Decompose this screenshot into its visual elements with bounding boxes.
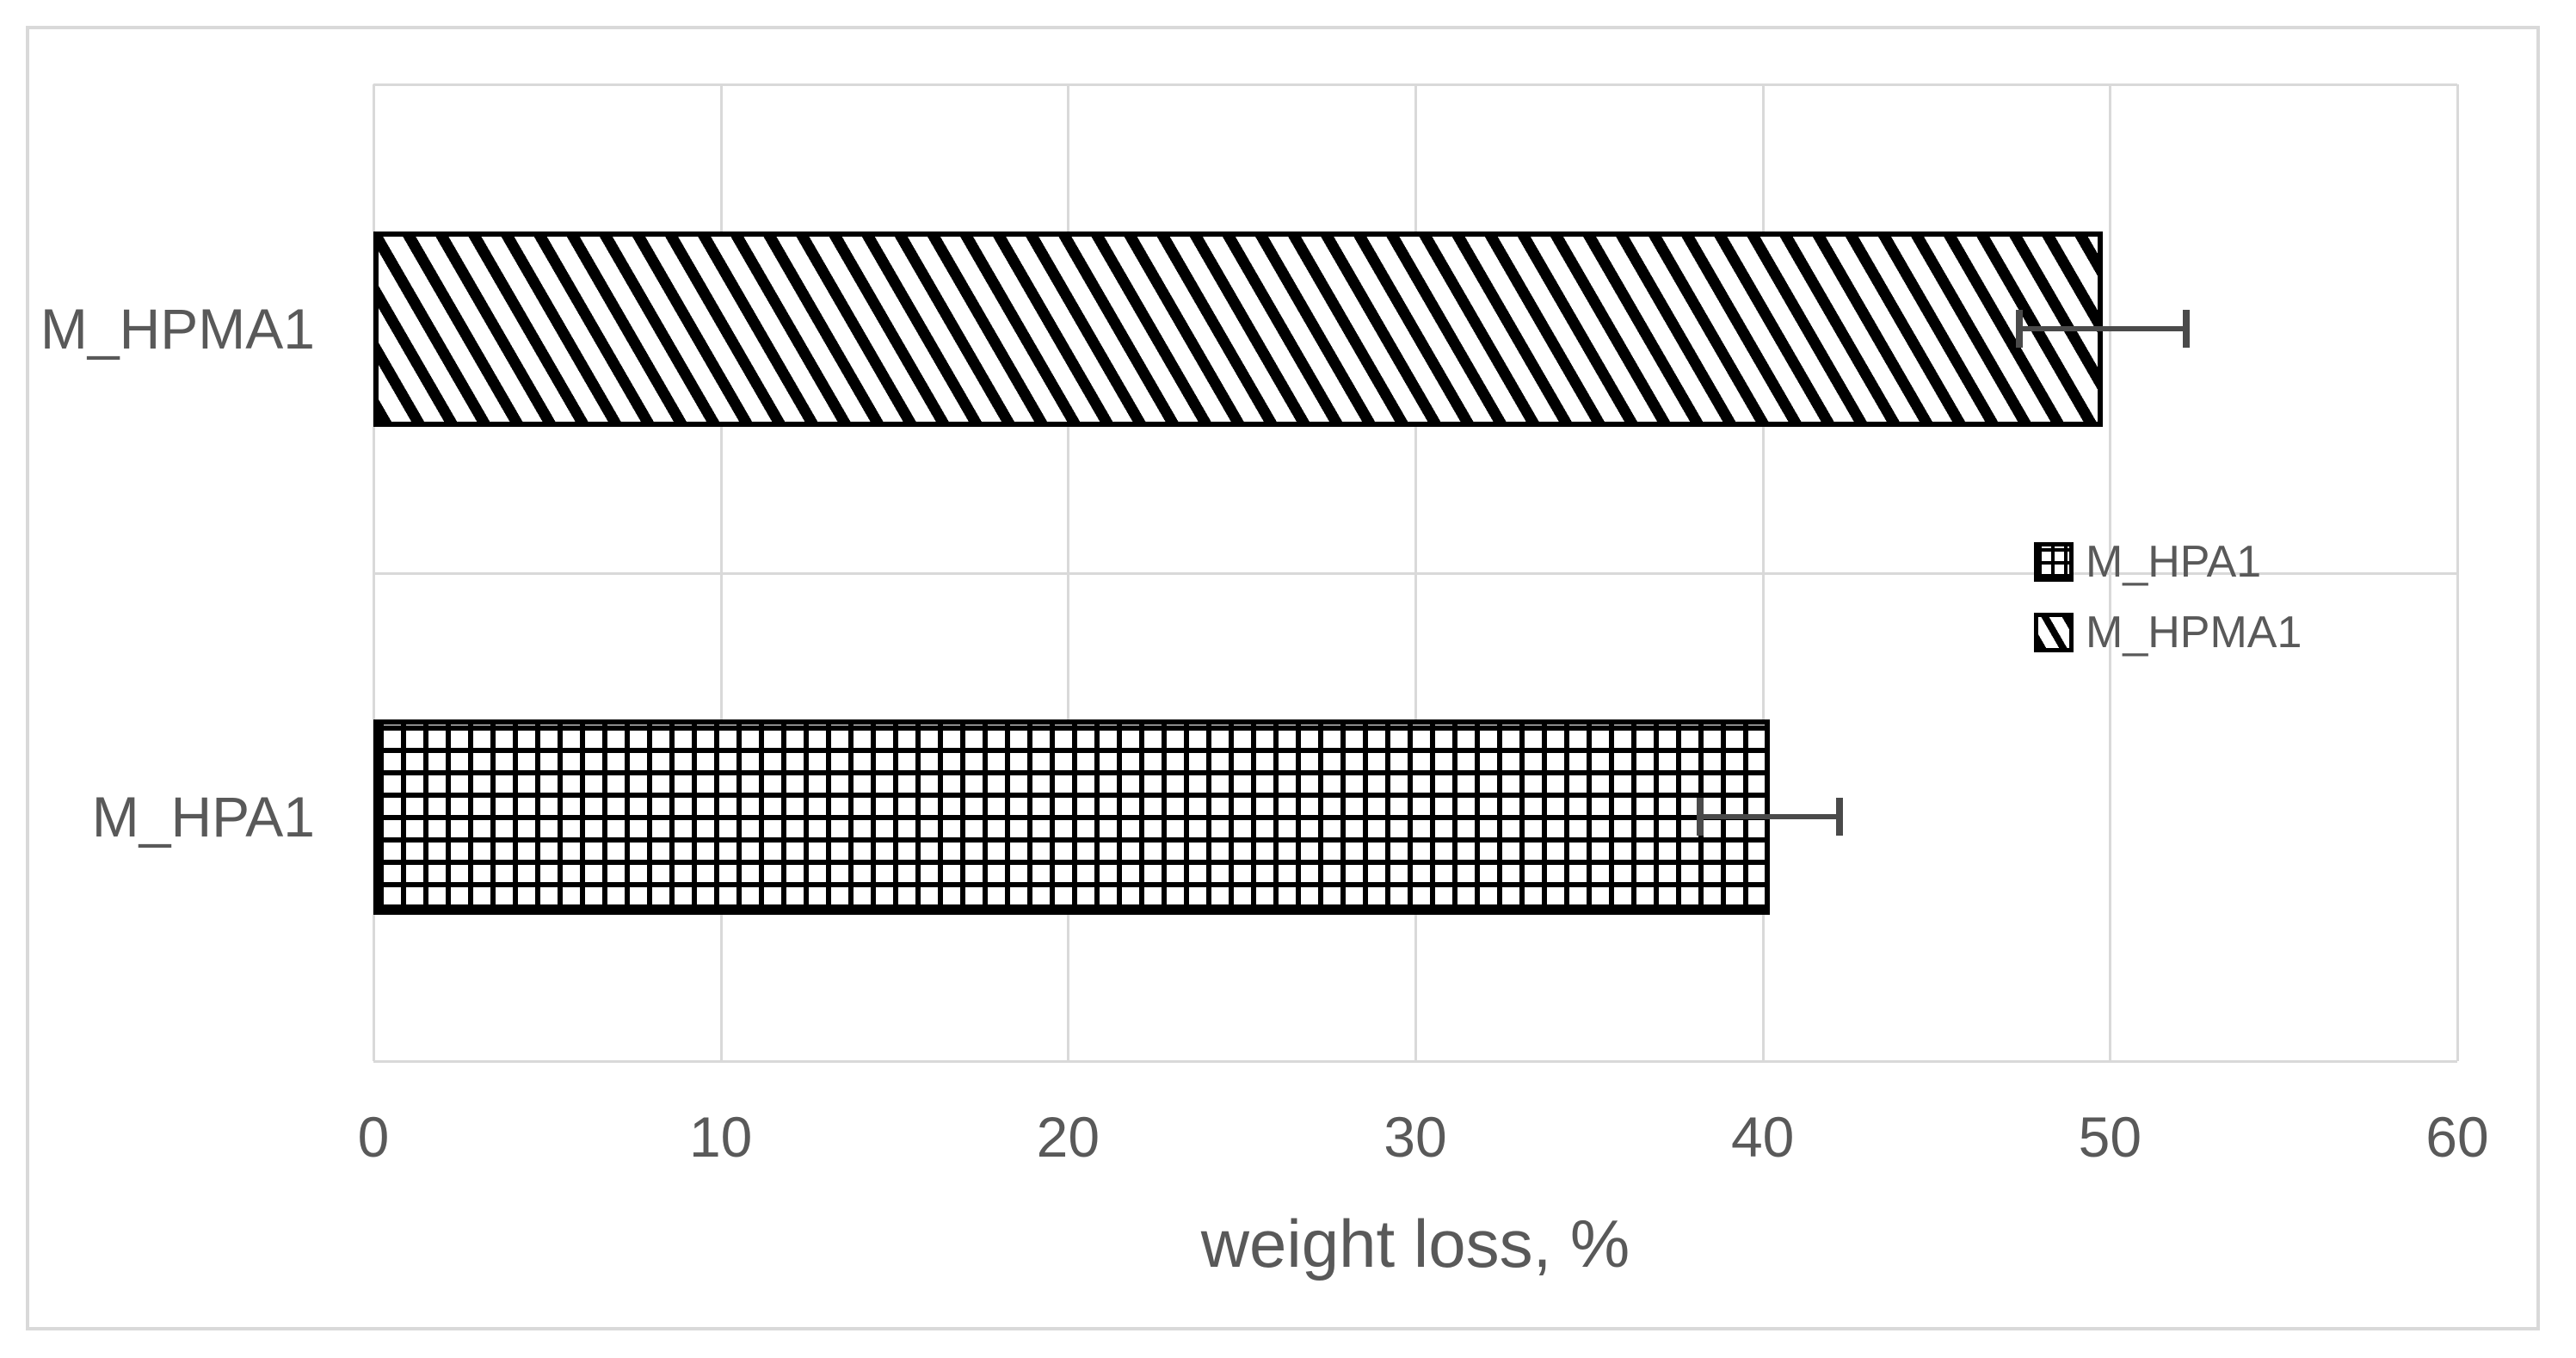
gridline-x-60 bbox=[2456, 84, 2459, 1061]
gridline-y-1 bbox=[373, 571, 2457, 575]
category-label-M_HPMA1: M_HPMA1 bbox=[40, 296, 315, 361]
error-bar-line bbox=[1696, 814, 1843, 820]
error-bar-cap-right bbox=[2183, 309, 2191, 348]
x-tick-label-10: 10 bbox=[688, 1105, 753, 1169]
bar-M_HPMA1 bbox=[373, 231, 2104, 427]
legend-swatch-diagonal-icon bbox=[2034, 613, 2074, 652]
legend-label: M_HPMA1 bbox=[2086, 608, 2302, 657]
category-label-M_HPA1: M_HPA1 bbox=[91, 785, 315, 849]
x-tick-label-50: 50 bbox=[2078, 1105, 2142, 1169]
error-bar-M_HPMA1 bbox=[2016, 309, 2191, 348]
legend-swatch-grid-icon bbox=[2034, 542, 2074, 582]
category-axis-labels: M_HPMA1 M_HPA1 bbox=[29, 84, 344, 1061]
x-axis-title: weight loss, % bbox=[1200, 1206, 1630, 1281]
x-tick-label-30: 30 bbox=[1384, 1105, 1447, 1169]
legend-item-M_HPA1: M_HPA1 bbox=[2034, 537, 2302, 587]
x-tick-label-20: 20 bbox=[1036, 1105, 1100, 1169]
legend: M_HPA1 M_HPMA1 bbox=[2034, 537, 2302, 683]
legend-item-M_HPMA1: M_HPMA1 bbox=[2034, 608, 2302, 657]
error-bar-cap-left bbox=[2016, 309, 2024, 348]
x-tick-label-60: 60 bbox=[2425, 1105, 2489, 1169]
error-bar-M_HPA1 bbox=[1696, 798, 1843, 836]
error-bar-cap-left bbox=[1696, 798, 1704, 836]
legend-label: M_HPA1 bbox=[2086, 537, 2262, 587]
chart-figure: M_HPMA1 M_HPA1 0 10 20 30 40 50 60 weight loss,… bbox=[26, 26, 2540, 1330]
gridline-y-0 bbox=[373, 83, 2457, 86]
bar-M_HPA1 bbox=[373, 719, 1770, 916]
error-bar-line bbox=[2016, 325, 2191, 331]
x-tick-label-40: 40 bbox=[1730, 1105, 1795, 1169]
gridline-y-2 bbox=[373, 1060, 2457, 1063]
x-tick-label-0: 0 bbox=[357, 1105, 390, 1169]
error-bar-cap-right bbox=[1835, 798, 1843, 836]
plot-area bbox=[373, 83, 2459, 1063]
x-axis-tick-labels: 0 10 20 30 40 50 60 bbox=[358, 1104, 2489, 1173]
